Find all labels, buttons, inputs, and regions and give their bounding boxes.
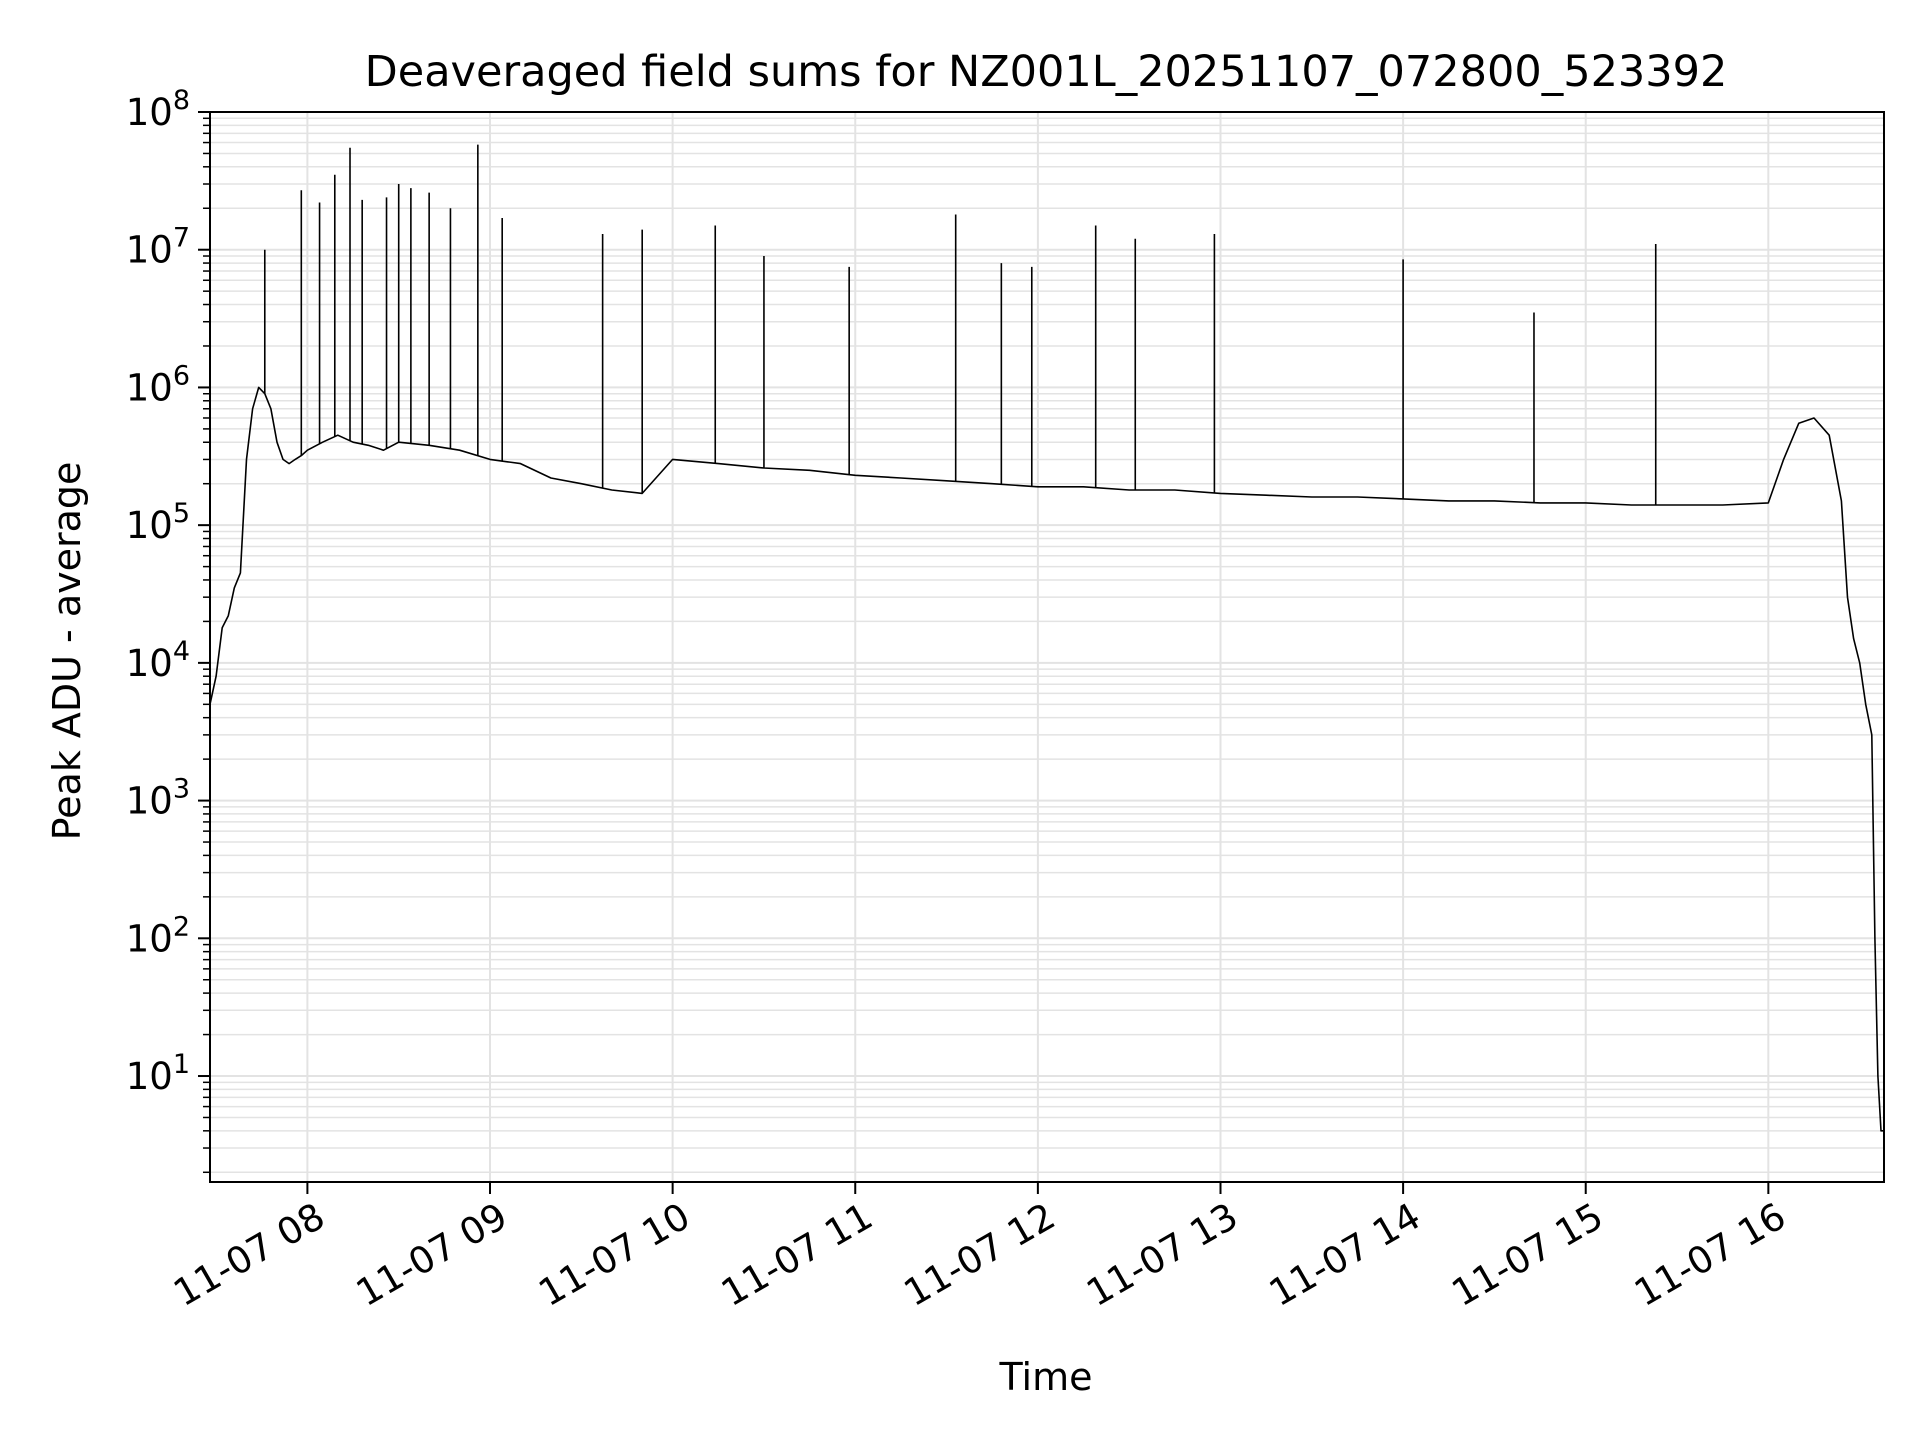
grid xyxy=(210,112,1884,1182)
series-line xyxy=(209,386,1884,1132)
y-tick-label: 105 xyxy=(126,498,190,547)
data-series xyxy=(209,144,1884,1132)
y-tick-label: 104 xyxy=(126,636,190,685)
y-axis-label: Peak ADU - average xyxy=(45,462,89,841)
y-tick-label: 101 xyxy=(126,1049,190,1098)
y-tick-label: 108 xyxy=(126,85,190,134)
plot-frame xyxy=(209,111,1885,1183)
y-tick-label: 106 xyxy=(126,360,190,409)
y-tick-label: 102 xyxy=(126,911,190,960)
y-tick-label: 103 xyxy=(126,774,190,823)
x-axis-label: Time xyxy=(999,1355,1093,1399)
y-tick-label: 107 xyxy=(126,223,190,272)
chart-title: Deaveraged field sums for NZ001L_2025110… xyxy=(365,47,1728,97)
